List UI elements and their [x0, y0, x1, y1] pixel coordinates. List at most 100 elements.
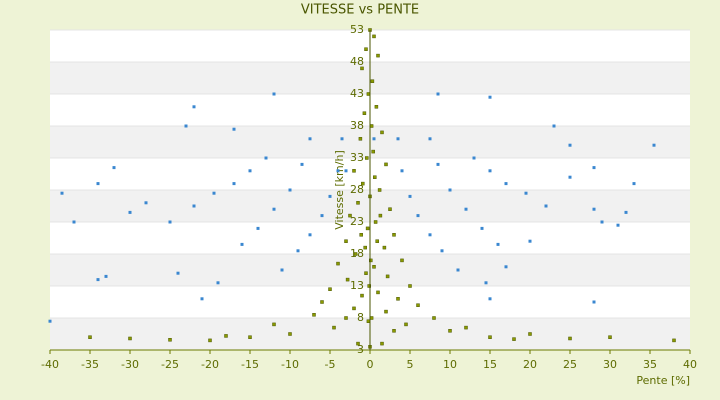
scatter-point [480, 226, 484, 230]
scatter-point [308, 233, 312, 237]
scatter-point [212, 191, 216, 195]
scatter-point [345, 277, 350, 282]
scatter-point [600, 220, 604, 224]
scatter-point [432, 316, 436, 320]
scatter-point [592, 300, 596, 304]
x-tick-label: -10 [281, 358, 299, 371]
scatter-point [428, 137, 432, 141]
scatter-point [376, 290, 380, 295]
scatter-point [524, 191, 528, 195]
scatter-point [352, 306, 356, 311]
x-tick-label: 0 [367, 358, 374, 371]
scatter-point [308, 137, 312, 141]
scatter-point [348, 213, 352, 218]
scatter-point [363, 245, 367, 250]
scatter-point [88, 335, 92, 339]
x-tick-label: 40 [683, 358, 697, 371]
scatter-point [400, 258, 404, 263]
scatter-point [272, 322, 276, 327]
scatter-point [359, 233, 363, 237]
scatter-point [366, 319, 371, 323]
scatter-point [72, 220, 76, 224]
scatter-point [568, 143, 572, 147]
scatter-point [472, 156, 476, 160]
scatter-point [248, 169, 252, 173]
scatter-point [168, 220, 172, 224]
scatter-point [60, 191, 64, 195]
scatter-point [358, 137, 363, 141]
scatter-point [632, 182, 636, 186]
scatter-point [396, 137, 400, 141]
scatter-point [371, 149, 375, 154]
scatter-point [404, 322, 408, 327]
scatter-point [340, 137, 344, 141]
scatter-point [216, 281, 220, 285]
scatter-point [448, 188, 452, 192]
scatter-point [320, 300, 324, 304]
scatter-point [344, 316, 348, 320]
scatter-point [416, 303, 420, 307]
scatter-point [464, 207, 468, 211]
scatter-point [568, 175, 572, 179]
scatter-point [528, 332, 532, 336]
scatter-point [408, 194, 412, 198]
scatter-point [392, 233, 396, 237]
scatter-point [332, 325, 336, 330]
scatter-point [544, 204, 548, 208]
scatter-point [104, 274, 108, 278]
scatter-point [96, 182, 100, 186]
scatter-point [369, 124, 374, 128]
scatter-point [436, 162, 440, 166]
scatter-point [392, 329, 396, 333]
scatter-point [456, 268, 460, 272]
scatter-point [380, 341, 384, 346]
scatter-point [356, 201, 360, 205]
scatter-point [592, 207, 596, 211]
scatter-point [372, 265, 376, 269]
scatter-point [367, 284, 371, 288]
scatter-point [504, 265, 508, 269]
scatter-point [369, 316, 374, 320]
scatter-point [440, 249, 444, 253]
x-tick-label: 15 [483, 358, 497, 371]
scatter-point [377, 188, 382, 192]
scatter-point [344, 169, 348, 173]
scatter-point [296, 249, 300, 253]
scatter-point [373, 220, 378, 224]
scatter-point [374, 105, 379, 109]
scatter-point [280, 268, 284, 272]
scatter-point [408, 284, 412, 288]
scatter-point [382, 245, 387, 250]
y-tick-label: 28 [350, 183, 364, 196]
scatter-point [192, 105, 196, 109]
scatter-point [512, 337, 516, 341]
scatter-point [176, 271, 180, 275]
scatter-point [372, 137, 376, 141]
scatter-point [416, 214, 420, 218]
scatter-point [376, 53, 380, 58]
scatter-point [400, 169, 404, 173]
scatter-point [364, 271, 368, 275]
x-tick-label: -30 [121, 358, 139, 371]
scatter-point [380, 130, 384, 135]
x-tick-label: -35 [81, 358, 99, 371]
scatter-point [568, 336, 572, 341]
y-tick-label: 23 [350, 215, 364, 228]
scatter-point [373, 175, 377, 179]
x-tick-label: -40 [41, 358, 59, 371]
scatter-point [312, 313, 316, 317]
scatter-point [672, 338, 676, 343]
scatter-point [464, 325, 468, 330]
y-tick-label: 13 [350, 279, 364, 292]
scatter-point [128, 336, 132, 341]
x-tick-label: 25 [563, 358, 577, 371]
scatter-point [362, 111, 367, 115]
scatter-point [369, 258, 373, 263]
scatter-point [240, 242, 244, 246]
x-axis-label: Pente [%] [636, 374, 690, 387]
scatter-point [616, 223, 620, 227]
scatter-point [128, 210, 132, 214]
scatter-point [370, 79, 375, 83]
